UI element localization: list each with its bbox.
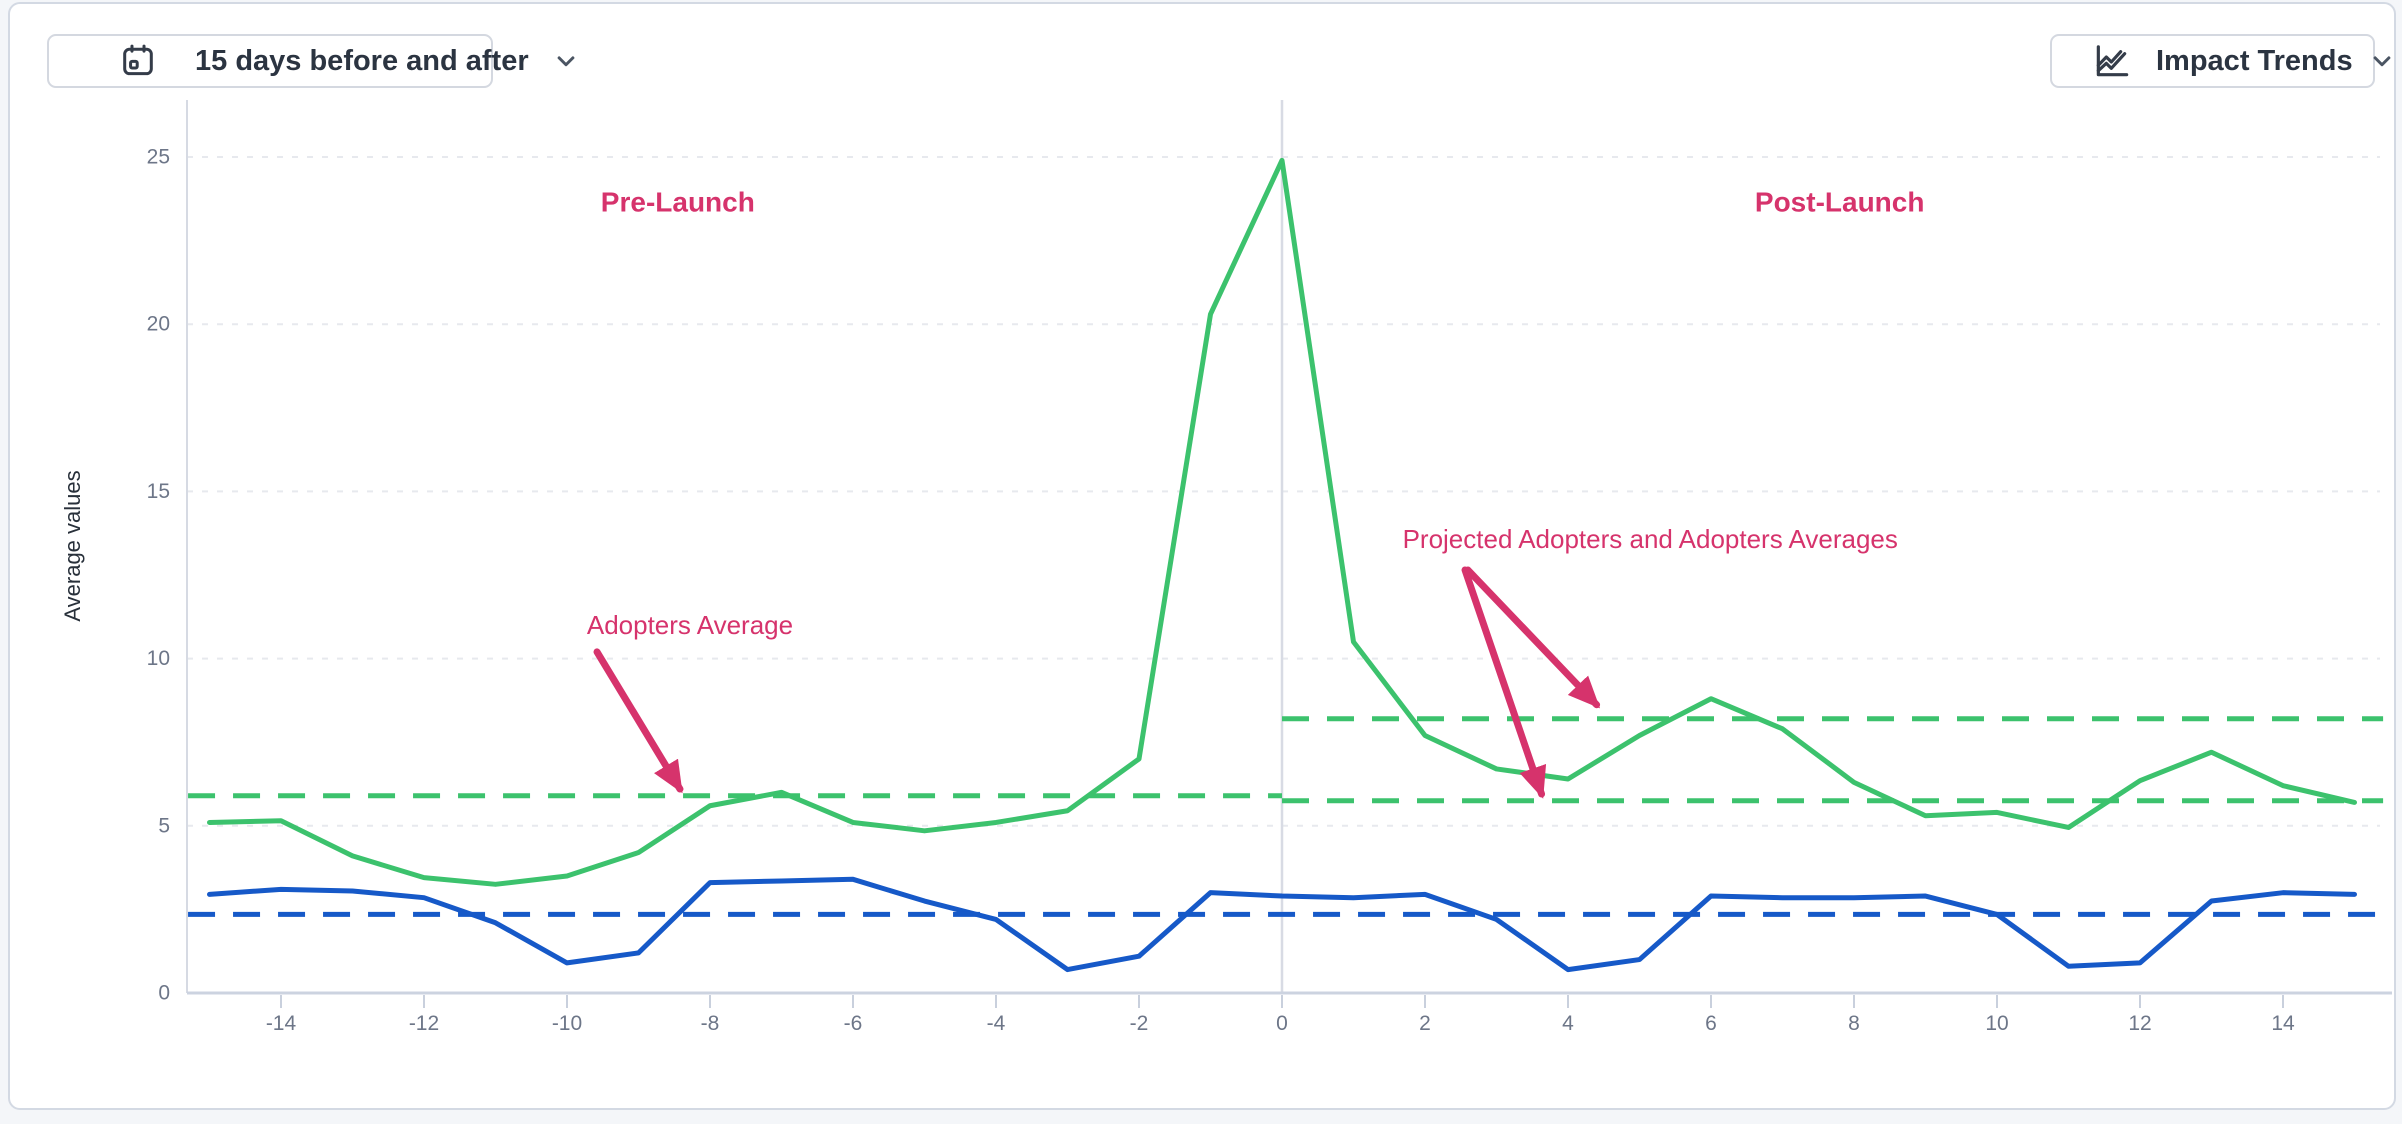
calendar-icon	[123, 44, 153, 76]
chevron-down-icon	[2373, 56, 2390, 67]
trend-chart-icon	[2096, 45, 2129, 77]
chevron-down-icon	[557, 56, 575, 67]
chart-card	[8, 2, 2396, 1110]
metric-dropdown[interactable]: Impact Trends	[2050, 34, 2390, 88]
date-range-dropdown[interactable]: 15 days before and after	[47, 34, 575, 88]
metric-label: Impact Trends	[2156, 44, 2353, 77]
date-range-label: 15 days before and after	[195, 44, 529, 77]
